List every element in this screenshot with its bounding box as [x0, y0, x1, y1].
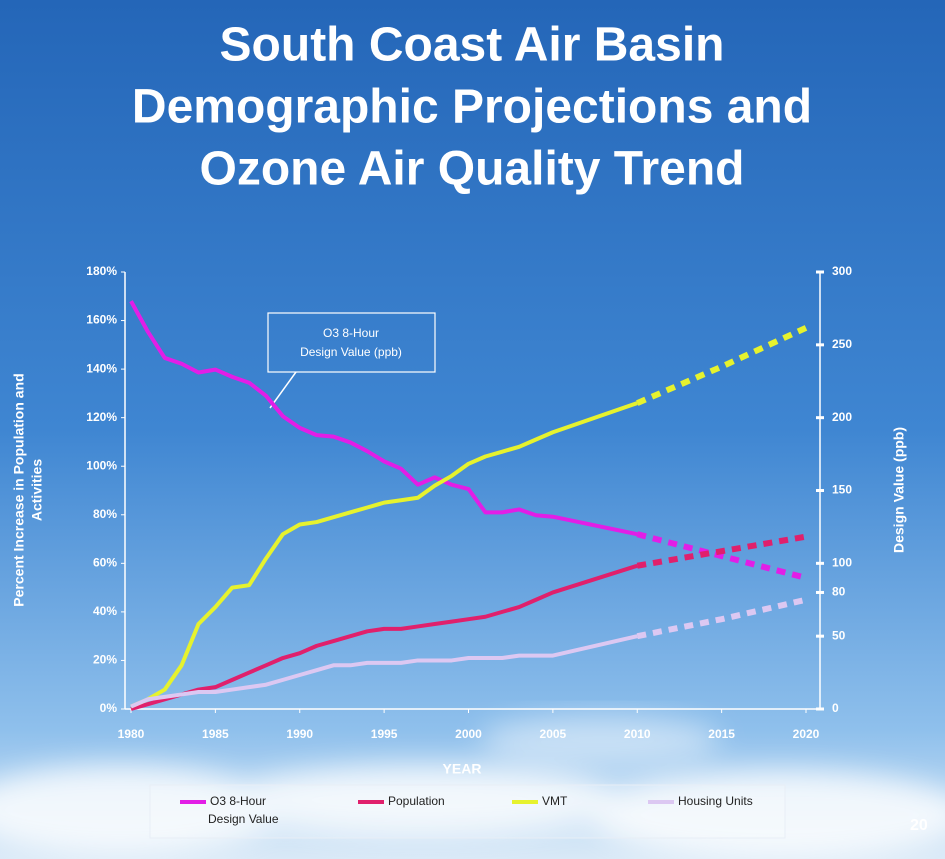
annotation-text: Design Value (ppb)	[300, 345, 402, 359]
title-line: Ozone Air Quality Trend	[200, 143, 745, 196]
y2-tick-label: 80	[832, 585, 846, 599]
legend-label: VMT	[542, 794, 568, 808]
x-axis-label: YEAR	[443, 761, 482, 777]
series-line-projected	[636, 533, 807, 569]
x-tick-label: 1985	[202, 727, 229, 741]
y-tick-label: 140%	[86, 361, 117, 375]
y2-tick-label: 0	[832, 701, 839, 715]
x-tick-label: 2000	[455, 727, 482, 741]
x-tick-label: 1980	[118, 727, 145, 741]
x-tick-label: 1990	[286, 727, 313, 741]
x-tick-label: 2020	[793, 727, 820, 741]
series-line	[129, 300, 638, 537]
y-tick-label: 40%	[93, 604, 117, 618]
title-line: South Coast Air Basin	[220, 19, 725, 72]
title: South Coast Air Basin Demographic Projec…	[132, 19, 812, 196]
series-line-projected	[636, 596, 807, 640]
annotation-arrow	[269, 371, 297, 409]
annotation-box	[267, 312, 436, 373]
y-tick-label: 100%	[86, 458, 117, 472]
y-tick-label: 180%	[86, 264, 117, 278]
series-line	[130, 401, 638, 709]
series-line-projected	[636, 531, 807, 581]
legend-label: Housing Units	[678, 794, 753, 808]
title-line: Demographic Projections and	[132, 81, 812, 134]
y-axis-label-line: Percent Increase in Population and	[11, 373, 27, 606]
y2-tick-label: 100	[832, 556, 852, 570]
y-tick-label: 60%	[93, 556, 117, 570]
y2-axis-label: Design Value (ppb)	[891, 427, 907, 553]
legend-label: Population	[388, 794, 445, 808]
y-tick-label: 20%	[93, 653, 117, 667]
y2-tick-label: 150	[832, 483, 852, 497]
page-number: 20	[910, 817, 928, 834]
y2-tick-label: 300	[832, 264, 852, 278]
clouds	[0, 715, 945, 859]
y-tick-label: 80%	[93, 507, 117, 521]
legend-box	[149, 784, 786, 839]
y-axis-label: Percent Increase in Population and Activ…	[11, 373, 45, 606]
y2-tick-label: 200	[832, 410, 852, 424]
y2-tick-label: 250	[832, 337, 852, 351]
x-tick-label: 1995	[371, 727, 398, 741]
series-line	[130, 563, 638, 711]
y-tick-label: 160%	[86, 313, 117, 327]
legend-label: O3 8-Hour	[210, 794, 266, 808]
x-tick-label: 2010	[624, 727, 651, 741]
annotation: O3 8-Hour Design Value (ppb)	[267, 312, 436, 409]
y-axis-label-line: Activities	[29, 459, 45, 521]
series-line	[130, 634, 638, 709]
annotation-text: O3 8-Hour	[323, 326, 379, 340]
y2-tick-label: 50	[832, 628, 846, 642]
y-tick-label: 120%	[86, 410, 117, 424]
y-tick-label: 0%	[100, 701, 118, 715]
plot: 0% 20% 40% 60% 80% 100% 120% 140% 160% 180% 0 50 80 1…	[86, 264, 852, 741]
x-tick-label: 2015	[708, 727, 735, 741]
legend-label: Design Value	[208, 812, 279, 826]
x-tick-label: 2005	[540, 727, 567, 741]
